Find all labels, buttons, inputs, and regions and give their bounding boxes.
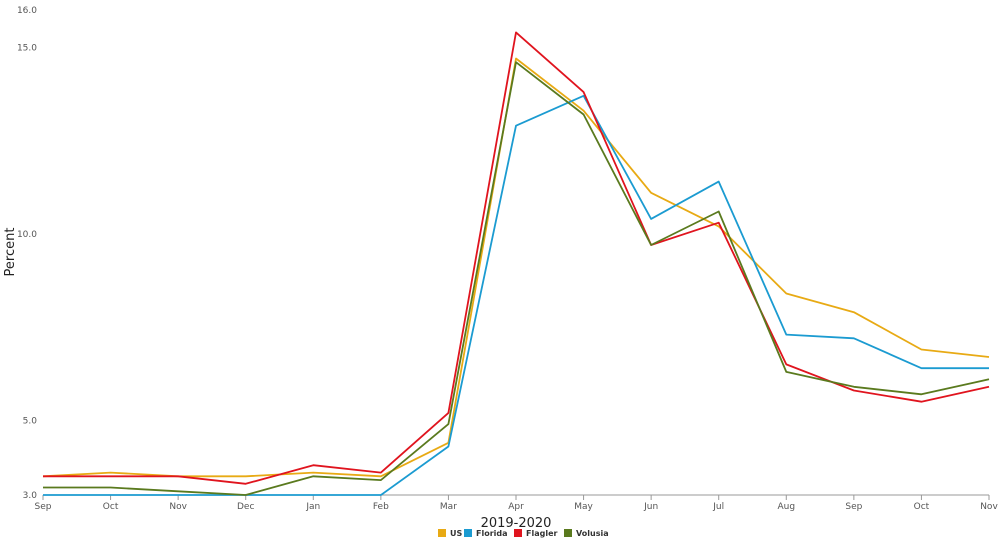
y-tick-label: 10.0 <box>17 230 37 240</box>
x-tick-label: Sep <box>845 502 862 512</box>
x-axis-title: 2019-2020 <box>481 516 552 531</box>
x-tick-label: Jun <box>643 502 658 512</box>
x-tick-label: Aug <box>777 502 795 512</box>
x-tick-label: Jan <box>305 502 320 512</box>
x-tick-label: Oct <box>103 502 119 512</box>
x-tick-label: May <box>574 502 593 512</box>
x-tick-label: Nov <box>980 502 998 512</box>
legend-swatch-flagler <box>514 529 522 537</box>
x-axis-tick-labels: Sep Oct Nov Dec Jan Feb Mar Apr May Jun Jul Aug Sep O… <box>35 502 999 512</box>
legend-label-volusia: Volusia <box>576 529 609 538</box>
x-tick-label: Mar <box>440 502 457 512</box>
legend-swatch-volusia <box>564 529 572 537</box>
legend-label-flagler: Flagler <box>526 529 558 538</box>
series-line-us <box>42 57 990 478</box>
series-line-flagler <box>43 31 990 485</box>
legend-label-florida: Florida <box>476 529 508 538</box>
y-tick-label: 16.0 <box>17 6 37 16</box>
x-tick-label: Dec <box>237 502 254 512</box>
y-tick-label: 3.0 <box>23 491 38 501</box>
legend-swatch-florida <box>464 529 472 537</box>
legend: US Florida Flagler Volusia <box>438 529 609 538</box>
series-lines <box>42 31 990 496</box>
x-tick-label: Apr <box>508 502 524 512</box>
y-tick-label: 5.0 <box>23 416 38 426</box>
x-tick-label: Nov <box>169 502 187 512</box>
y-tick-label: 15.0 <box>17 43 37 53</box>
legend-swatch-us <box>438 529 446 537</box>
x-tick-label: Oct <box>914 502 930 512</box>
y-axis-tick-labels: 3.0 5.0 10.0 15.0 16.0 <box>17 6 37 501</box>
series-line-volusia <box>43 61 990 496</box>
y-axis-title: Percent <box>3 228 18 277</box>
series-line-florida <box>43 94 989 496</box>
x-tick-label: Feb <box>373 502 389 512</box>
legend-label-us: US <box>450 529 462 538</box>
x-tick-label: Sep <box>35 502 52 512</box>
x-tick-label: Jul <box>712 502 724 512</box>
